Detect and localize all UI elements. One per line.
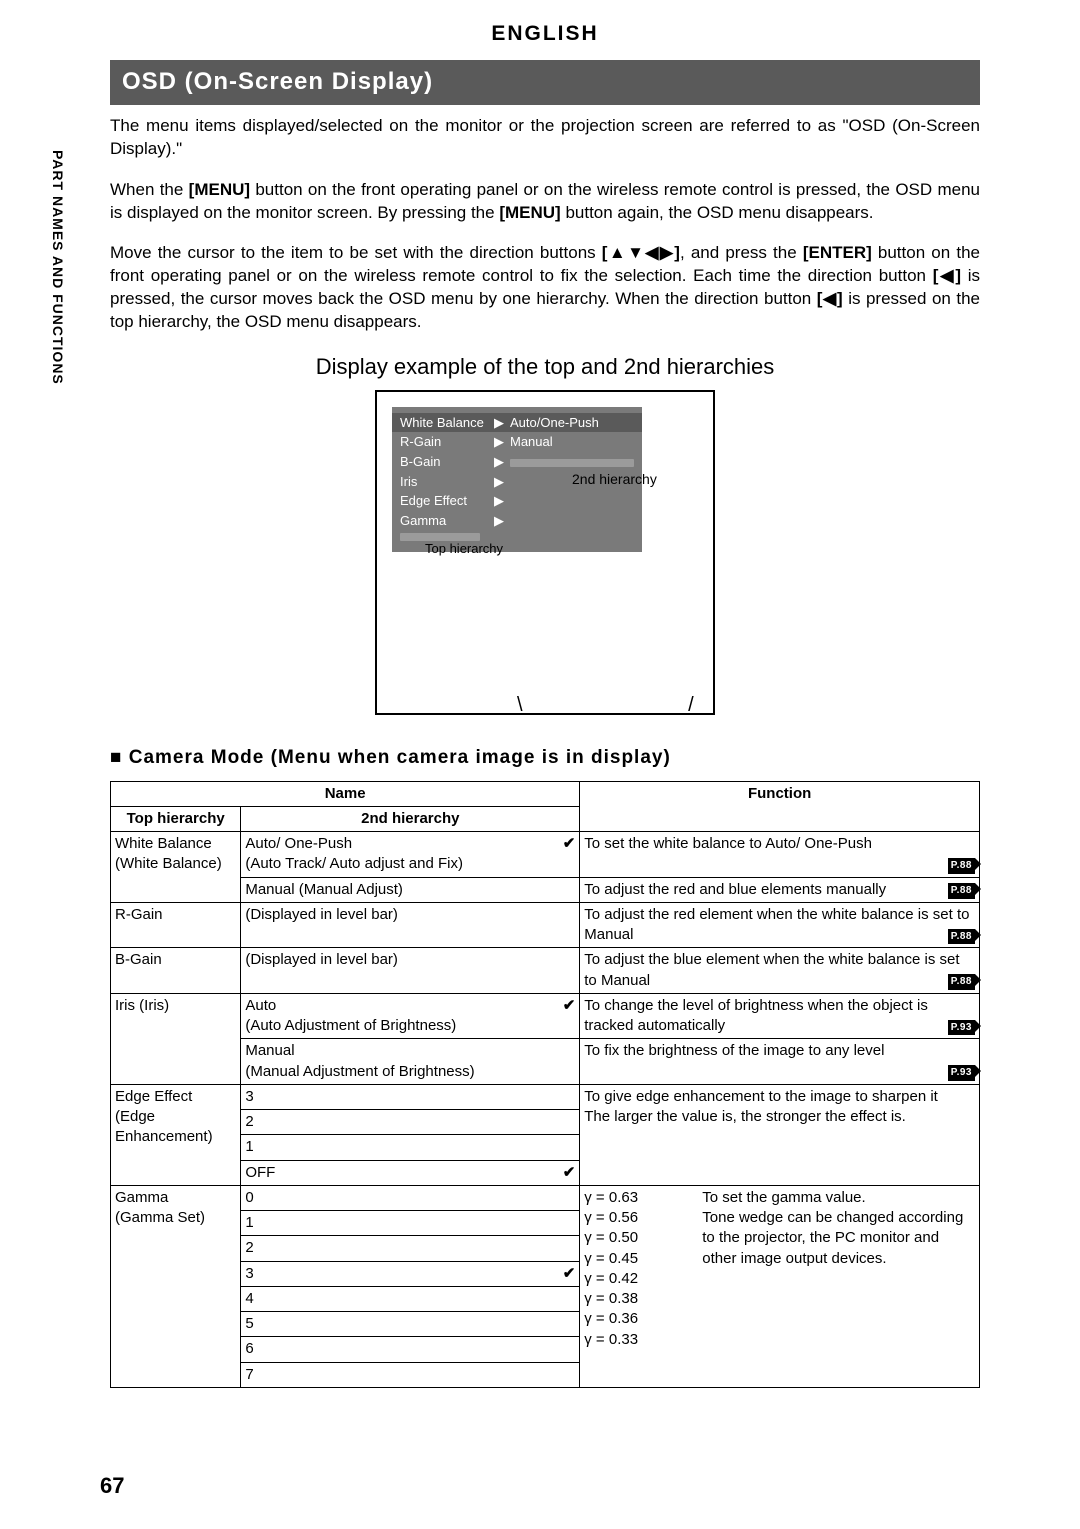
top-hierarchy-label: Top hierarchy — [425, 540, 503, 558]
camera-mode-heading: ■ Camera Mode (Menu when camera image is… — [110, 745, 980, 771]
intro-para-1: The menu items displayed/selected on the… — [110, 115, 980, 161]
side-section-label: PART NAMES AND FUNCTIONS — [50, 150, 66, 385]
table-cell: 5 — [241, 1312, 580, 1337]
language-tab: ENGLISH — [110, 20, 980, 48]
intro-para-2: When the [MENU] button on the front oper… — [110, 179, 980, 225]
table-cell: Iris (Iris) — [111, 993, 241, 1084]
table-cell: 2 — [241, 1236, 580, 1261]
table-cell: B-Gain — [111, 948, 241, 994]
table-cell: (Displayed in level bar) — [241, 902, 580, 948]
table-cell: Auto (Auto Adjustment of Brightness)✔ — [241, 993, 580, 1039]
table-cell: 0 — [241, 1185, 580, 1210]
table-cell: To fix the brightness of the image to an… — [580, 1039, 980, 1085]
table-cell: Gamma (Gamma Set) — [111, 1185, 241, 1387]
table-cell: 7 — [241, 1362, 580, 1387]
table-cell: 3✔ — [241, 1261, 580, 1286]
table-cell: Manual (Manual Adjustment of Brightness) — [241, 1039, 580, 1085]
table-cell: 1 — [241, 1211, 580, 1236]
table-cell: Edge Effect (Edge Enhancement) — [111, 1084, 241, 1185]
section-title: OSD (On-Screen Display) — [110, 60, 980, 104]
camera-mode-table: Name Function Top hierarchy 2nd hierarch… — [110, 781, 980, 1388]
table-cell: To change the level of brightness when t… — [580, 993, 980, 1039]
table-cell: (Displayed in level bar) — [241, 948, 580, 994]
table-cell: To adjust the red element when the white… — [580, 902, 980, 948]
example-caption: Display example of the top and 2nd hiera… — [110, 352, 980, 382]
col-function: Function — [580, 781, 980, 832]
table-cell: γ = 0.63 γ = 0.56 γ = 0.50 γ = 0.45 γ = … — [580, 1185, 980, 1387]
table-cell: Auto/ One-Push (Auto Track/ Auto adjust … — [241, 832, 580, 878]
table-cell: To adjust the blue element when the whit… — [580, 948, 980, 994]
page-number: 67 — [100, 1471, 124, 1501]
table-cell: Manual (Manual Adjust) — [241, 877, 580, 902]
table-cell: OFF✔ — [241, 1160, 580, 1185]
table-cell: 1 — [241, 1135, 580, 1160]
second-hierarchy-label: 2nd hierarchy — [572, 470, 657, 489]
table-cell: To give edge enhancement to the image to… — [580, 1084, 980, 1185]
col-name: Name — [111, 781, 580, 806]
osd-example-figure: White Balance▶Auto/One-Push R-Gain▶Manua… — [375, 390, 715, 715]
intro-para-3: Move the cursor to the item to be set wi… — [110, 242, 980, 334]
table-cell: 6 — [241, 1337, 580, 1362]
table-cell: 2 — [241, 1110, 580, 1135]
table-cell: 3 — [241, 1084, 580, 1109]
table-cell: White Balance (White Balance) — [111, 832, 241, 903]
table-cell: 4 — [241, 1286, 580, 1311]
col-2nd-hierarchy: 2nd hierarchy — [241, 806, 580, 831]
col-top-hierarchy: Top hierarchy — [111, 806, 241, 831]
table-cell: To adjust the red and blue elements manu… — [580, 877, 980, 902]
table-cell: R-Gain — [111, 902, 241, 948]
figure-brackets: \ / — [517, 692, 774, 719]
page: PART NAMES AND FUNCTIONS ENGLISH OSD (On… — [0, 0, 1080, 1529]
table-cell: To set the white balance to Auto/ One-Pu… — [580, 832, 980, 878]
